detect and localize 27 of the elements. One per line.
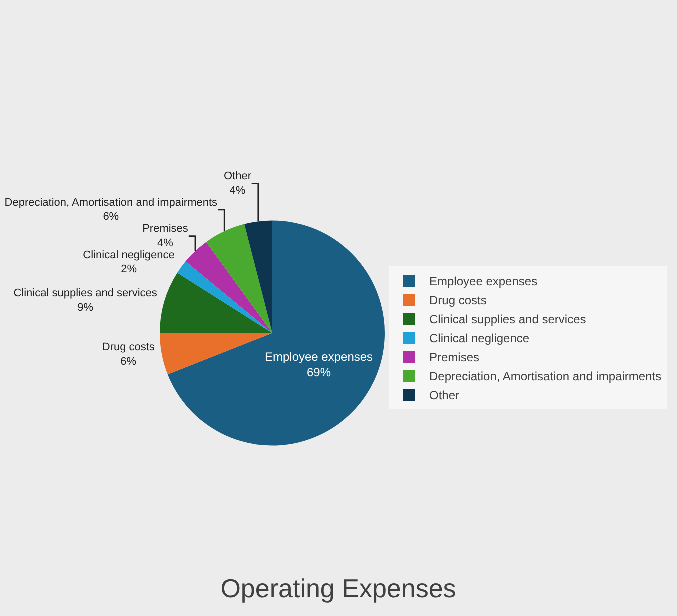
legend-label: Drug costs xyxy=(430,294,487,308)
slice-label: Clinical negligence xyxy=(83,249,175,262)
legend-label: Clinical supplies and services xyxy=(430,312,586,327)
slice-label: Other xyxy=(224,170,252,183)
legend-label: Clinical negligence xyxy=(430,332,530,346)
data-label: 4% xyxy=(230,184,246,197)
pie-slice xyxy=(178,262,272,334)
text: Operating Expenses xyxy=(220,574,456,604)
slice-label: Employee expenses xyxy=(264,350,374,364)
data-label: 4% xyxy=(158,237,174,250)
pie-slice xyxy=(186,242,272,334)
legend-label: Depreciation, Amortisation and impairments xyxy=(430,370,662,384)
legend-label: Employee expenses xyxy=(430,274,538,289)
pie-slice xyxy=(160,272,272,334)
data-label: 69% xyxy=(307,366,332,380)
data-label: 6% xyxy=(120,356,137,368)
pie-slice xyxy=(244,220,272,334)
data-label: 2% xyxy=(121,264,138,276)
legend-label: Premises xyxy=(430,350,480,365)
legend-label: Other xyxy=(430,388,460,403)
slice-label: Depreciation, Amortisation and impairments xyxy=(4,196,218,209)
data-label: 9% xyxy=(78,302,94,314)
data-label: 6% xyxy=(103,211,120,224)
slice-label: Drug costs xyxy=(102,342,156,354)
slice-label: Premises xyxy=(142,223,189,236)
pie-slice xyxy=(206,224,272,334)
slice-label: Clinical supplies and services xyxy=(14,288,158,300)
